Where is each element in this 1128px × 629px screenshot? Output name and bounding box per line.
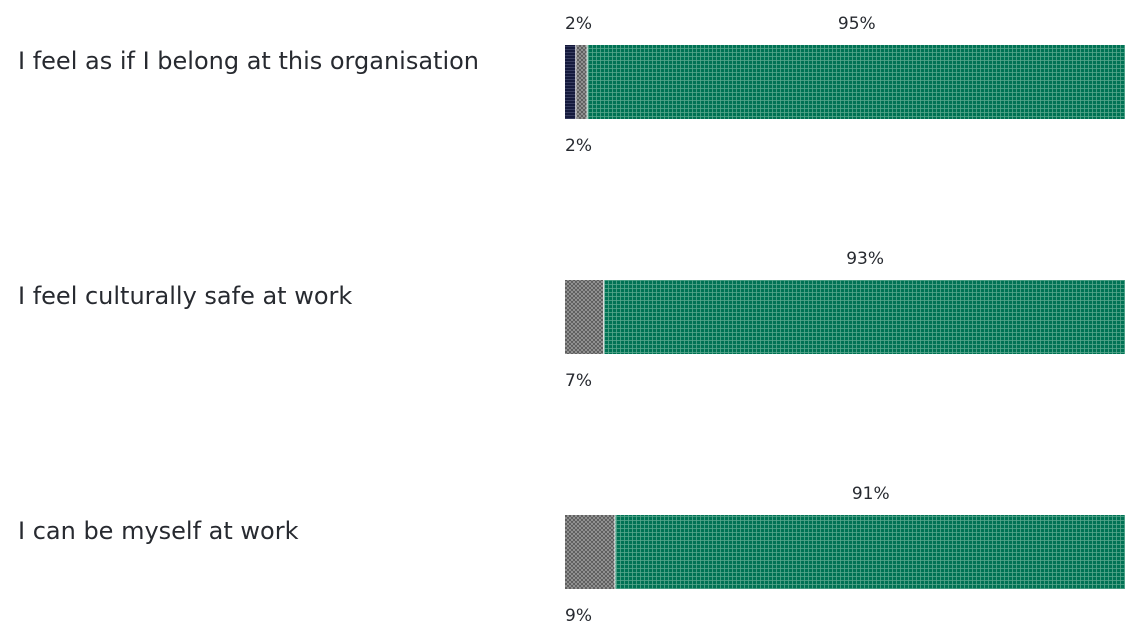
category-label: I feel culturally safe at work [18, 282, 352, 310]
data-label-third: 95% [838, 14, 876, 34]
category-label: I can be myself at work [18, 517, 299, 545]
bar-segment-second [565, 515, 615, 589]
data-label-second: 9% [565, 606, 592, 626]
data-label-third: 91% [852, 484, 890, 504]
bar-segment-third [615, 515, 1125, 589]
data-label-first: 2% [565, 14, 592, 34]
bar-segment-third [604, 280, 1125, 354]
data-label-second: 2% [565, 136, 592, 156]
bar-segment-first [565, 45, 576, 119]
category-labels: I feel as if I belong at this organisati… [18, 47, 479, 545]
bars [565, 45, 1125, 589]
value-labels: 2% 2% 95% 7% 93% 9% 91% [565, 14, 890, 626]
data-label-third: 93% [846, 249, 884, 269]
bar-segment-second [565, 280, 604, 354]
bar-segment-second [576, 45, 587, 119]
category-label: I feel as if I belong at this organisati… [18, 47, 479, 75]
data-label-second: 7% [565, 371, 592, 391]
bar-segment-third [587, 45, 1125, 119]
